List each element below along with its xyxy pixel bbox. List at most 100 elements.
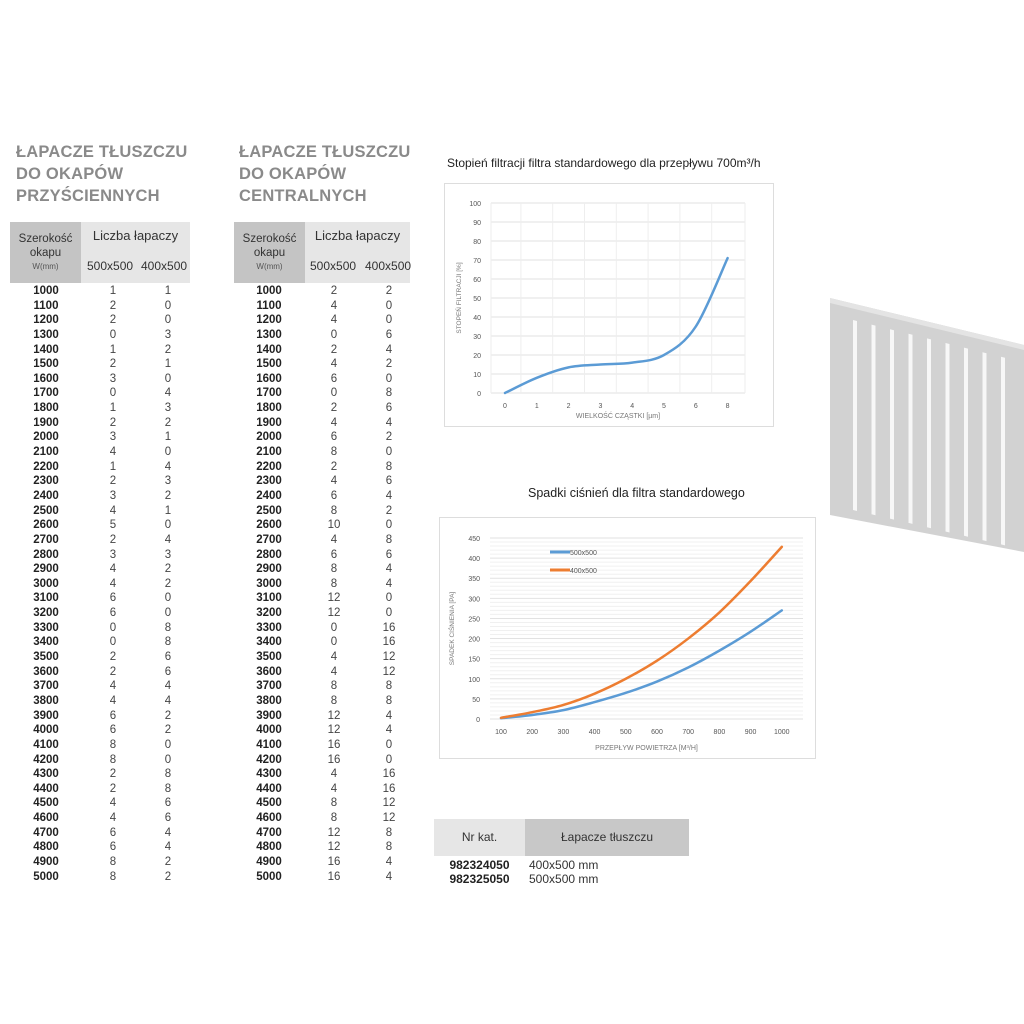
count-400x500-cell: 0: [385, 299, 393, 312]
count-500x500-cell: 8: [109, 753, 117, 766]
count-400x500-cell: 4: [385, 724, 393, 737]
table-row: 5000 16 4: [234, 870, 414, 885]
hood-width-cell: 3900: [33, 709, 59, 722]
hood-width-cell: 4200: [256, 753, 282, 766]
count-400x500-cell: 6: [164, 812, 172, 825]
count-400x500-cell: 4: [385, 870, 393, 883]
hood-width-cell: 1000: [33, 285, 59, 297]
central-hood-title: ŁAPACZE TŁUSZCZU DO OKAPÓW CENTRALNYCH: [239, 141, 411, 207]
x-tick-label: 100: [495, 729, 507, 736]
hood-width-cell: 1800: [33, 402, 59, 415]
y-tick-label: 0: [476, 717, 480, 724]
title-line: PRZYŚCIENNYCH: [16, 187, 160, 205]
count-400x500-cell: 2: [164, 489, 172, 502]
hood-width-cell: 4800: [33, 841, 59, 854]
count-400x500-cell: 2: [385, 431, 393, 444]
count-500x500-cell: 16: [327, 753, 341, 766]
count-500x500-cell: 4: [330, 651, 338, 664]
hood-width-cell: 1200: [33, 314, 59, 327]
count-500x500-cell: 2: [330, 343, 338, 356]
filter-slat: [927, 338, 931, 529]
count-500x500-cell: 1: [109, 460, 117, 473]
count-400x500-cell: 2: [164, 416, 172, 429]
count-400x500-cell: 1: [164, 504, 172, 517]
count-500x500-cell: 4: [330, 533, 338, 546]
col-500x500: 500x500: [310, 259, 357, 273]
count-500x500-cell: 2: [109, 475, 117, 488]
group-header: Liczba łapaczy: [92, 228, 179, 243]
table-row: 4600 8 12: [234, 811, 414, 826]
count-400x500-cell: 3: [164, 548, 172, 561]
hood-width-cell: 3000: [256, 577, 282, 590]
grease-filter-image: [830, 298, 1024, 552]
count-500x500-cell: 16: [327, 870, 341, 883]
hood-width-cell: 4200: [33, 753, 59, 766]
count-400x500-cell: 4: [385, 563, 393, 576]
hood-width-cell: 3400: [33, 636, 59, 649]
count-400x500-cell: 1: [164, 285, 172, 297]
table-row: 3100 6 0: [10, 591, 192, 606]
hood-width-cell: 2800: [33, 548, 59, 561]
hood-width-cell: 3500: [33, 651, 59, 664]
hood-width-cell: 2400: [33, 489, 59, 502]
count-400x500-cell: 2: [164, 709, 172, 722]
y-axis-label: STOPEŃ FILTRACJI [%]: [454, 262, 463, 333]
count-400x500-cell: 4: [164, 826, 172, 839]
count-500x500-cell: 4: [330, 416, 338, 429]
count-500x500-cell: 6: [109, 826, 117, 839]
table-row: 4600 4 6: [10, 811, 192, 826]
count-400x500-cell: 4: [385, 343, 393, 356]
count-400x500-cell: 6: [164, 797, 172, 810]
count-500x500-cell: 0: [330, 636, 338, 649]
y-tick-label: 90: [473, 220, 481, 227]
hood-width-cell: 3000: [33, 577, 59, 590]
count-500x500-cell: 6: [109, 607, 117, 620]
hood-width-cell: 3100: [256, 592, 282, 605]
hood-width-cell: 2300: [256, 475, 282, 488]
table-row: 2500 8 2: [234, 504, 414, 519]
hood-width-cell: 1400: [256, 343, 282, 356]
table-row: 3400 0 8: [10, 635, 192, 650]
col-500x500: 500x500: [87, 259, 134, 273]
count-500x500-cell: 16: [327, 855, 341, 868]
y-tick-label: 100: [469, 201, 481, 208]
y-tick-label: 40: [473, 315, 481, 322]
table-row: 4000 12 4: [234, 723, 414, 738]
count-500x500-cell: 6: [109, 709, 117, 722]
table-row: 1500 4 2: [234, 357, 414, 372]
hood-width-cell: 2300: [33, 475, 59, 488]
hood-width-cell: 3700: [256, 680, 282, 693]
table-row: 1700 0 8: [234, 386, 414, 401]
count-400x500-cell: 8: [385, 460, 393, 473]
count-400x500-cell: 8: [385, 533, 393, 546]
width-header: Szerokość okapu W(mm): [10, 222, 81, 283]
table-row: 5000 8 2: [10, 870, 192, 885]
y-tick-label: 450: [468, 536, 480, 543]
count-400x500-cell: 2: [385, 285, 393, 297]
y-tick-label: 10: [473, 372, 481, 379]
count-400x500-cell: 16: [382, 621, 396, 634]
hood-width-cell: 2100: [256, 446, 282, 459]
title-line: ŁAPACZE TŁUSZCZU: [16, 143, 188, 161]
table-row: 1300 0 3: [10, 328, 192, 343]
hood-width-cell: 3500: [256, 651, 282, 664]
hood-width-cell: 3600: [33, 665, 59, 678]
x-tick-label: 800: [714, 729, 726, 736]
count-400x500-cell: 12: [382, 665, 396, 678]
catalog-desc: 400x500 mm: [529, 858, 599, 872]
x-tick-label: 500: [620, 729, 632, 736]
table-row: 4800 12 8: [234, 840, 414, 855]
count-400x500-cell: 8: [385, 680, 393, 693]
count-400x500-cell: 4: [164, 841, 172, 854]
table-row: 1800 2 6: [234, 401, 414, 416]
y-tick-label: 350: [468, 576, 480, 583]
pressure-chart-title: Spadki ciśnień dla filtra standardowego: [528, 486, 745, 500]
pressure-chart: 0 50 100 150 200 250 300 350 400 450 100 200 300 400 5…: [439, 517, 816, 759]
count-500x500-cell: 4: [330, 475, 338, 488]
hood-width-cell: 1700: [256, 387, 282, 400]
hood-width-cell: 3800: [33, 694, 59, 707]
count-400x500-cell: 4: [164, 533, 172, 546]
table-row: 1900 4 4: [234, 416, 414, 431]
table-row: 1600 3 0: [10, 372, 192, 387]
count-500x500-cell: 0: [109, 636, 117, 649]
